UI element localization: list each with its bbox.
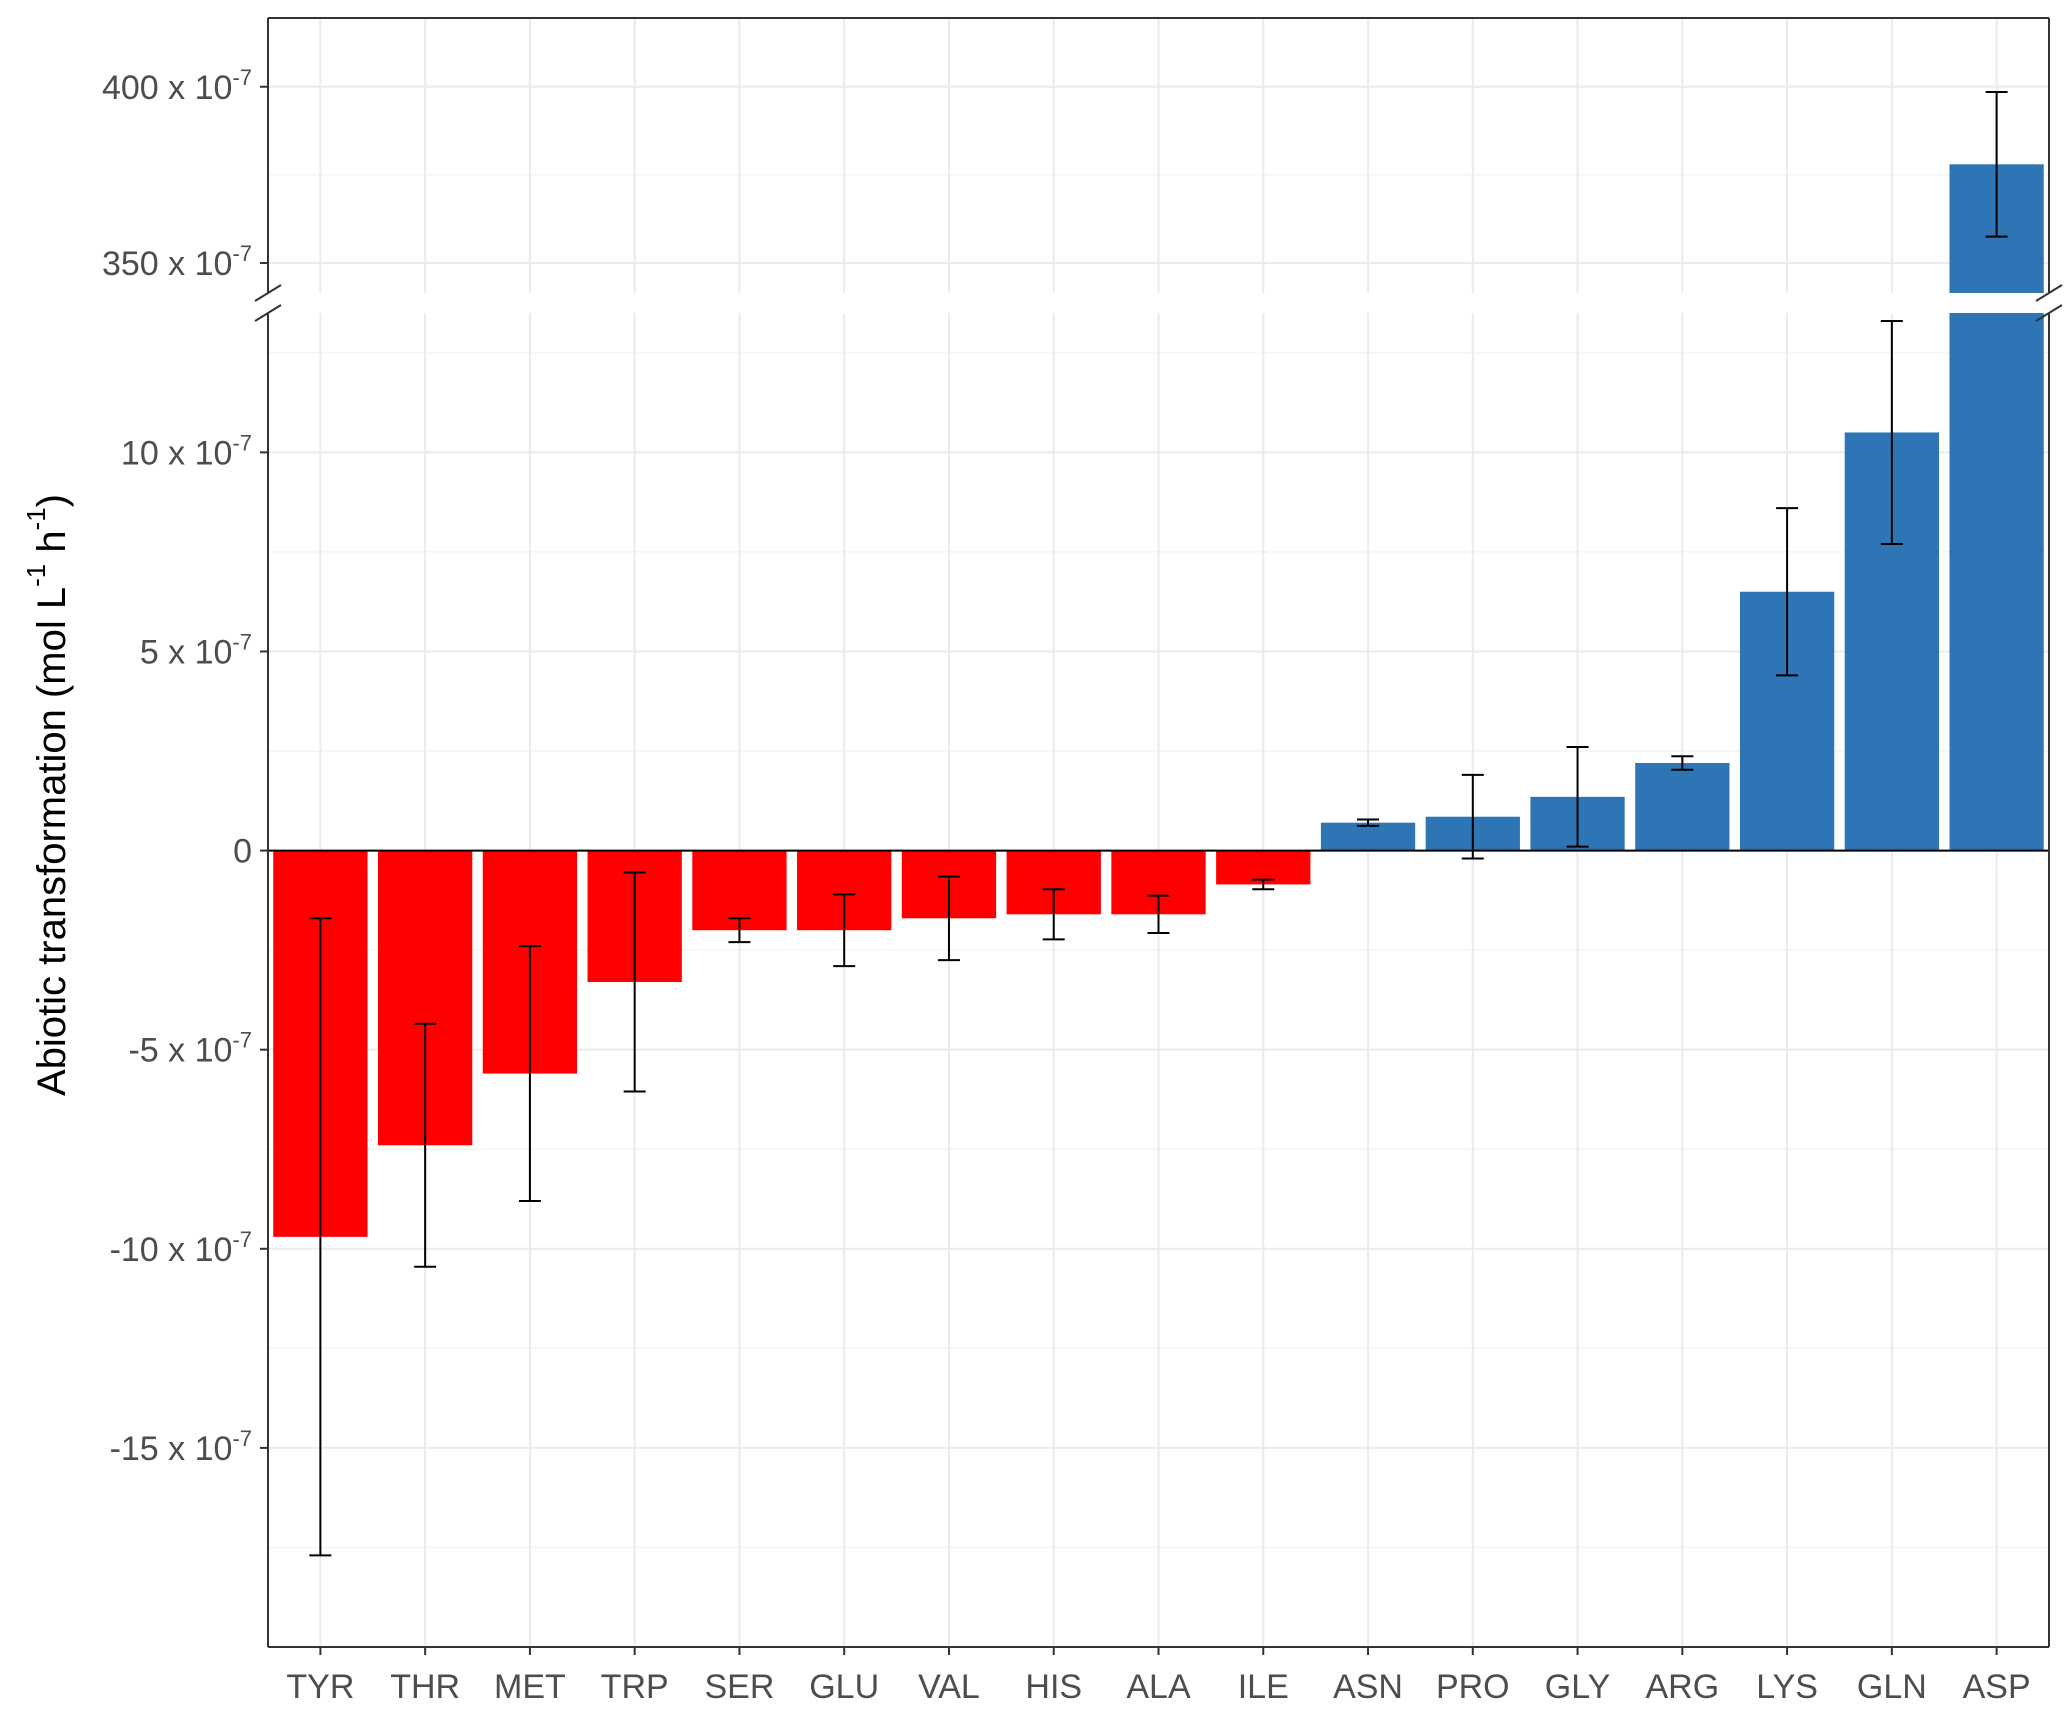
x-tick-label: PRO [1436,1668,1510,1706]
x-tick-label: THR [390,1668,460,1706]
bar [692,850,787,931]
y-axis-ticks: 10 x 10-7 5 x 10-7 0 -5 x 10-7 -10 x 10-7 -15… [102,65,268,1468]
y-tick-label: 350 x 10-7 [102,241,252,283]
bar [1320,822,1416,851]
bar [1949,313,2044,851]
x-tick-label: ASN [1333,1668,1403,1706]
axis-break-mark [2035,284,2063,302]
error-bars [268,91,2049,1557]
y-tick-label: -10 x 10-7 [110,1227,252,1269]
x-tick-label: GLU [809,1668,879,1706]
x-tick-label: GLY [1545,1668,1611,1706]
y-tick-label: 5 x 10-7 [140,629,252,671]
bar [1635,762,1730,851]
y-tick-label: 10 x 10-7 [121,430,252,472]
x-axis-ticks: TYR THR MET TRP SER GLU VAL HIS ALA ILE ASN PRO GLY A… [286,1647,2031,1706]
axis-break-mark [254,304,282,322]
x-tick-label: ASP [1963,1668,2031,1706]
x-tick-label: VAL [918,1668,980,1706]
x-tick-label: HIS [1025,1668,1082,1706]
x-tick-label: LYS [1756,1668,1818,1706]
axis-break-mark [254,284,282,302]
x-tick-label: ARG [1645,1668,1719,1706]
x-tick-label: TYR [286,1668,354,1706]
x-tick-label: GLN [1857,1668,1927,1706]
y-tick-label: 0 [233,833,252,871]
x-tick-label: ILE [1238,1668,1289,1706]
y-tick-label: -5 x 10-7 [128,1028,252,1070]
y-axis-title: Abiotic transformation (mol L-1 h-1) [21,494,74,1096]
x-tick-label: ALA [1126,1668,1191,1706]
axis-break-mark [2035,304,2063,322]
x-tick-label: MET [494,1668,566,1706]
y-tick-label: -15 x 10-7 [110,1426,252,1468]
y-tick-label: 400 x 10-7 [102,65,252,107]
x-tick-label: TRP [601,1668,669,1706]
x-tick-label: SER [704,1668,774,1706]
